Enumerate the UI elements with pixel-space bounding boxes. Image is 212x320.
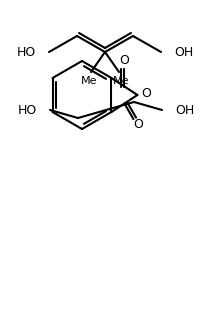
Text: HO: HO [17, 45, 36, 59]
Text: O: O [120, 54, 129, 67]
Text: O: O [141, 86, 151, 100]
Text: Me: Me [113, 76, 129, 86]
Text: Me: Me [81, 76, 97, 86]
Text: OH: OH [175, 103, 194, 116]
Text: O: O [134, 117, 143, 131]
Text: OH: OH [174, 45, 193, 59]
Text: HO: HO [18, 103, 37, 116]
